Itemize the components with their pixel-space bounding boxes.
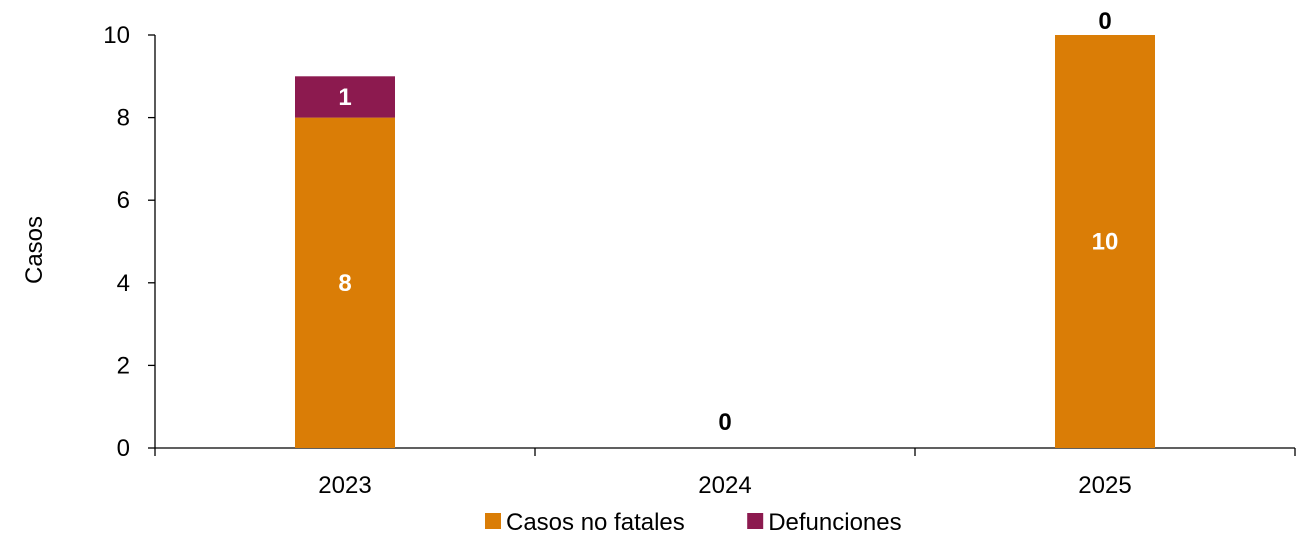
y-tick-label: 8 <box>117 105 130 132</box>
x-tick-label: 2024 <box>698 472 751 499</box>
x-tick-label: 2025 <box>1078 472 1131 499</box>
bar-casos-no-fatales <box>1055 35 1155 448</box>
legend: Casos no fatales Defunciones <box>485 509 902 536</box>
y-tick-label: 10 <box>103 22 130 49</box>
bar-casos-no-fatales <box>295 117 395 448</box>
legend-swatch <box>485 513 501 529</box>
legend-swatch <box>747 513 764 529</box>
y-tick-label: 6 <box>117 187 130 214</box>
data-label: 10 <box>1092 229 1119 256</box>
y-tick-label: 4 <box>117 270 130 297</box>
data-label: 8 <box>338 270 351 297</box>
y-tick-label: 2 <box>117 352 130 379</box>
legend-label: Defunciones <box>768 509 901 536</box>
data-label: 0 <box>1098 8 1111 35</box>
legend-label: Casos no fatales <box>506 509 685 536</box>
y-tick-label: 0 <box>117 435 130 462</box>
bar-defunciones <box>295 76 395 118</box>
data-label: 0 <box>718 409 731 436</box>
data-label: 1 <box>338 84 351 111</box>
x-tick-label: 2023 <box>318 472 371 499</box>
y-axis-title: Casos <box>21 216 48 284</box>
